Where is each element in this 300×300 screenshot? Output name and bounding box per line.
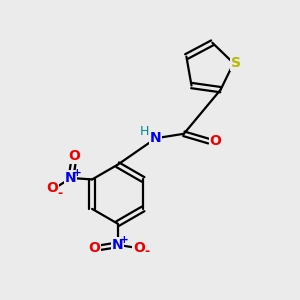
Text: N: N (150, 131, 162, 145)
Text: O: O (133, 241, 145, 255)
Text: O: O (209, 134, 221, 148)
Text: O: O (68, 149, 80, 164)
Text: +: + (120, 235, 128, 244)
Text: -: - (145, 245, 150, 258)
Text: O: O (88, 241, 100, 255)
Text: +: + (73, 168, 82, 178)
Text: S: S (231, 56, 241, 70)
Text: N: N (112, 238, 123, 252)
Text: -: - (58, 187, 63, 200)
Text: N: N (65, 171, 77, 185)
Text: O: O (46, 181, 58, 195)
Text: H: H (140, 125, 149, 138)
